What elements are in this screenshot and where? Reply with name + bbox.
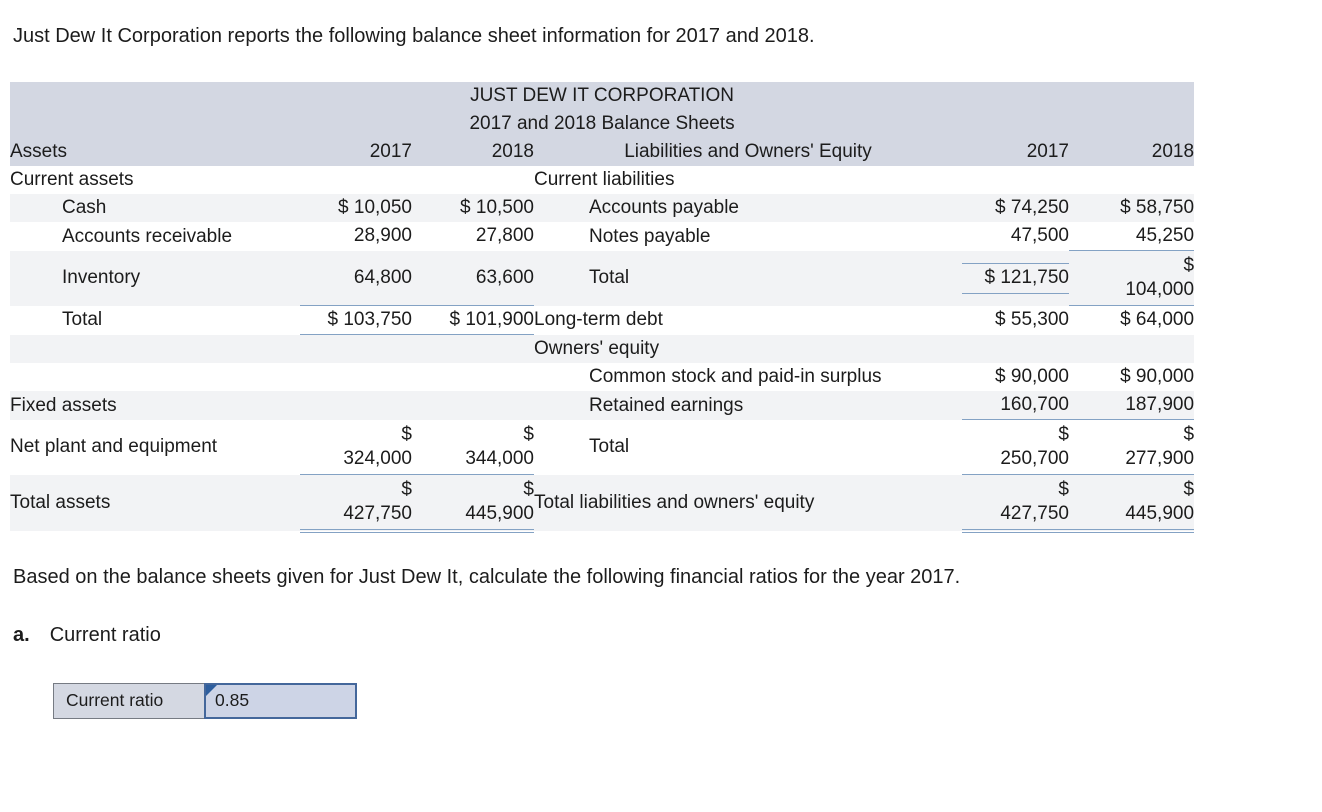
label-cell: Notes payable xyxy=(589,225,711,247)
value-cell: $ 10,050 xyxy=(300,194,412,223)
value-cell xyxy=(300,391,412,420)
row-cash: Cash $ 10,050 $ 10,500 Accounts payable … xyxy=(10,194,1195,223)
label-cell: Common stock and paid-in surplus xyxy=(589,366,882,388)
table-header-row: Assets 2017 2018 Liabilities and Owners'… xyxy=(10,138,1195,167)
label-cell: Total xyxy=(589,436,630,458)
value-cell xyxy=(412,391,534,420)
label-cell: Current assets xyxy=(10,169,134,191)
value-cell: $ 103,750 xyxy=(300,305,412,336)
answer-field-cell xyxy=(204,682,357,719)
label-cell xyxy=(10,363,300,391)
value-cell: 27,800 xyxy=(475,225,534,247)
value-cell xyxy=(412,334,534,364)
value-cell: $ 90,000 xyxy=(995,366,1069,388)
value-cell: $ 104,000 xyxy=(1069,250,1195,307)
balance-sheet-table: JUST DEW IT CORPORATION 2017 and 2018 Ba… xyxy=(10,82,1195,534)
row-inventory-and-cl-total: Inventory 64,800 63,600 Total $ 121,750 … xyxy=(10,250,1195,307)
value-cell: 45,250 xyxy=(1069,222,1195,252)
question-text: Based on the balance sheets given for Ju… xyxy=(13,566,961,589)
value-cell xyxy=(1069,166,1194,194)
value-cell: $ 90,000 xyxy=(1120,366,1195,388)
row-accounts-receivable: Accounts receivable 28,900 27,800 Notes … xyxy=(10,222,1195,252)
assets-2017-header: 2017 xyxy=(300,138,412,167)
liabilities-2017-header: 2017 xyxy=(962,138,1069,167)
cell-marker-icon xyxy=(206,684,217,696)
value-cell: $ 10,500 xyxy=(412,194,534,223)
label-cell: Long-term debt xyxy=(534,309,663,331)
current-ratio-input[interactable] xyxy=(206,684,355,717)
row-owners-equity: Owners' equity xyxy=(10,334,1195,364)
table-title: JUST DEW IT CORPORATION xyxy=(470,85,734,107)
intro-text: Just Dew It Corporation reports the foll… xyxy=(13,25,815,47)
value-cell: $ 445,900 xyxy=(412,474,534,534)
value-cell: $ 277,900 xyxy=(1069,419,1195,476)
value-cell: $ 445,900 xyxy=(1069,474,1195,534)
value-cell xyxy=(962,166,1069,194)
liabilities-header: Liabilities and Owners' Equity xyxy=(534,138,962,167)
total-ruled-value: $ 121,750 xyxy=(962,263,1069,294)
assets-header: Assets xyxy=(10,138,300,167)
value-cell xyxy=(300,363,412,391)
label-cell: Accounts receivable xyxy=(62,225,233,247)
row-fixed-assets-retained-earnings: Fixed assets Retained earnings 160,700 1… xyxy=(10,391,1195,421)
answer-label-cell: Current ratio xyxy=(53,682,205,719)
value-cell: 64,800 xyxy=(300,250,412,306)
value-cell: $ 324,000 xyxy=(300,419,412,476)
label-cell: Net plant and equipment xyxy=(10,436,218,458)
label-cell: Accounts payable xyxy=(534,194,962,223)
label-cell: Owners' equity xyxy=(534,334,962,364)
value-cell: $ 58,750 xyxy=(1069,194,1195,223)
value-cell: 28,900 xyxy=(353,225,412,247)
value-cell: 187,900 xyxy=(1069,391,1195,421)
value-cell: $ 250,700 xyxy=(962,419,1069,476)
value-cell: $ 55,300 xyxy=(995,309,1069,331)
value-cell xyxy=(300,166,412,194)
label-cell: Total xyxy=(62,309,103,331)
row-common-stock: Common stock and paid-in surplus $ 90,00… xyxy=(10,363,1194,391)
row-ca-total-and-ltd: Total $ 103,750 $ 101,900 Long-term debt… xyxy=(10,305,1195,336)
value-cell: 47,500 xyxy=(1010,225,1069,247)
row-total-assets-total-liabilities: Total assets $ 427,750 $ 445,900 Total l… xyxy=(10,474,1195,534)
label-cell xyxy=(10,334,300,364)
label-cell: Inventory xyxy=(10,250,300,306)
label-cell: Total xyxy=(534,250,962,306)
value-cell xyxy=(962,334,1069,364)
label-cell: Fixed assets xyxy=(10,391,300,420)
part-a-heading: a. Current ratio xyxy=(13,624,1322,647)
value-cell: $ 427,750 xyxy=(962,474,1069,534)
value-cell: $ 101,900 xyxy=(412,305,534,336)
assets-2018-header: 2018 xyxy=(412,138,534,167)
value-cell: $ 427,750 xyxy=(300,474,412,534)
label-cell: Current liabilities xyxy=(534,169,675,191)
part-a-title: Current ratio xyxy=(49,623,161,646)
row-net-plant-and-oe-total: Net plant and equipment $ 324,000 $ 344,… xyxy=(10,419,1195,476)
value-cell: $ 74,250 xyxy=(962,194,1069,223)
value-cell: $ 64,000 xyxy=(1120,309,1195,331)
answer-box: Current ratio xyxy=(53,682,1322,719)
value-cell: 160,700 xyxy=(962,391,1069,421)
label-cell: Retained earnings xyxy=(534,391,962,420)
table-title-row: JUST DEW IT CORPORATION 2017 and 2018 Ba… xyxy=(10,82,1195,139)
value-cell xyxy=(412,166,534,194)
part-a-label: a. xyxy=(13,623,30,646)
value-cell xyxy=(1069,334,1195,364)
liabilities-2018-header: 2018 xyxy=(1069,138,1195,167)
value-cell: $ 344,000 xyxy=(412,419,534,476)
label-cell: Total liabilities and owners' equity xyxy=(534,474,962,532)
value-cell: $ 121,750 xyxy=(962,250,1069,306)
value-cell: 63,600 xyxy=(412,250,534,306)
value-cell xyxy=(412,363,534,391)
value-cell xyxy=(300,334,412,364)
label-cell: Total assets xyxy=(10,474,300,532)
table-subtitle: 2017 and 2018 Balance Sheets xyxy=(469,113,735,135)
row-current-assets: Current assets Current liabilities xyxy=(10,166,1194,194)
label-cell: Cash xyxy=(10,194,300,223)
